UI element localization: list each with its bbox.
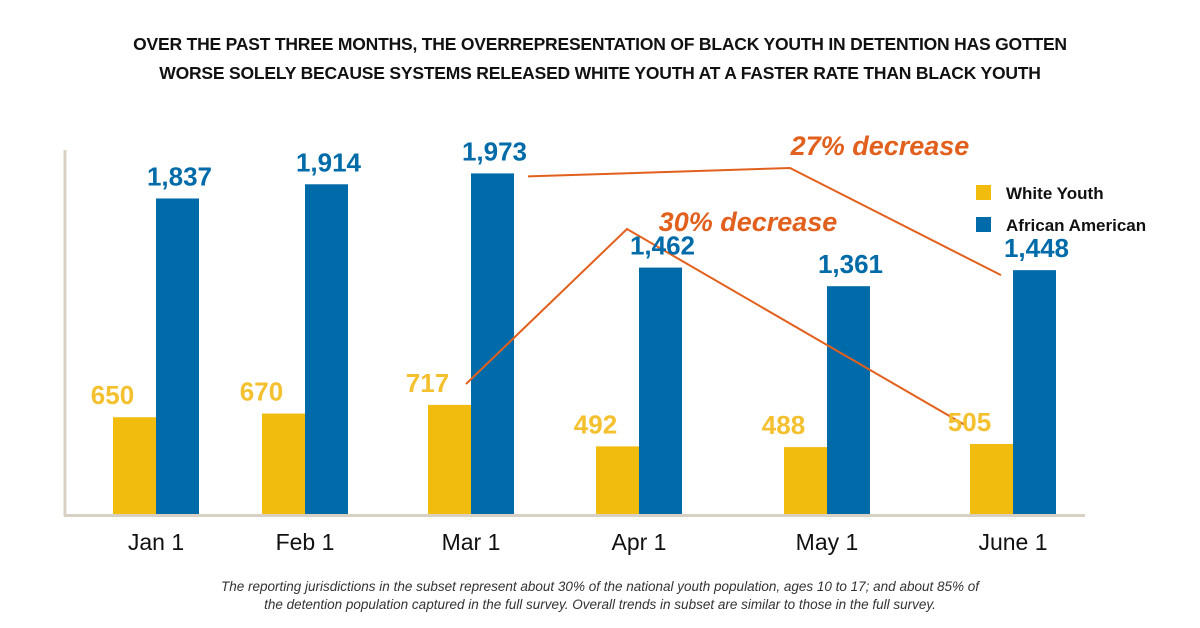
value-labels: 650 1,837 670 1,914 717 1,973 492 1,462 488 1,361… — [91, 136, 1069, 440]
chart-title: OVER THE PAST THREE MONTHS, THE OVERREPR… — [0, 30, 1200, 88]
white-youth-bar-2 — [262, 413, 305, 514]
annotation-27-bracket-line — [527, 166, 1002, 277]
african-american-value-label-5: 1,361 — [818, 249, 883, 279]
white-youth-bar-6 — [970, 443, 1013, 514]
african-american-bar-5 — [827, 286, 870, 514]
annotation-27-label: 27% decrease — [790, 131, 970, 161]
x-tick-label-4: Apr 1 — [612, 529, 667, 555]
x-tick-label-2: Feb 1 — [276, 529, 335, 555]
x-tick-label-3: Mar 1 — [442, 529, 501, 555]
x-tick-label-5: May 1 — [796, 529, 859, 555]
white-youth-bar-1 — [113, 417, 156, 514]
white-youth-value-label-1: 650 — [91, 380, 134, 410]
axes — [63, 150, 1085, 517]
x-tick-labels: Jan 1 Feb 1 Mar 1 Apr 1 May 1 June 1 — [128, 529, 1048, 555]
legend-label-white-youth: White Youth — [1006, 184, 1104, 203]
white-youth-value-label-4: 492 — [574, 409, 617, 439]
african-american-bar-2 — [305, 184, 348, 514]
chart-title-line-1: OVER THE PAST THREE MONTHS, THE OVERREPR… — [133, 34, 1067, 54]
african-american-bar-1 — [156, 198, 199, 514]
annotations: 27% decrease 30% decrease — [465, 131, 1002, 426]
african-american-value-label-1: 1,837 — [147, 161, 212, 191]
x-tick-label-6: June 1 — [978, 529, 1047, 555]
white-youth-value-label-2: 670 — [240, 377, 283, 407]
annotation-30-label: 30% decrease — [659, 207, 838, 237]
african-american-bar-6 — [1013, 270, 1056, 514]
annotation-30-bracket-line — [465, 227, 966, 426]
african-american-value-label-4: 1,462 — [630, 231, 695, 261]
white-youth-bar-5 — [784, 447, 827, 514]
legend-swatch-white-youth — [976, 185, 991, 200]
white-youth-value-label-3: 717 — [406, 368, 449, 398]
legend-swatch-african-american — [976, 217, 991, 232]
legend-label-african-american: African American — [1006, 216, 1146, 235]
legend: White Youth African American — [976, 184, 1146, 235]
chart-title-line-2: WORSE SOLELY BECAUSE SYSTEMS RELEASED WH… — [159, 63, 1041, 83]
african-american-value-label-2: 1,914 — [296, 147, 362, 177]
footnote-line-2: the detention population captured in the… — [264, 597, 936, 612]
bars — [113, 173, 1056, 514]
african-american-value-label-6: 1,448 — [1004, 233, 1069, 263]
african-american-bar-4 — [639, 267, 682, 514]
x-tick-label-1: Jan 1 — [128, 529, 184, 555]
footnote: The reporting jurisdictions in the subse… — [0, 578, 1200, 614]
white-youth-bar-4 — [596, 446, 639, 514]
white-youth-bar-3 — [428, 404, 471, 514]
footnote-line-1: The reporting jurisdictions in the subse… — [220, 579, 980, 594]
white-youth-value-label-5: 488 — [762, 410, 805, 440]
african-american-value-label-3: 1,973 — [462, 136, 527, 166]
white-youth-value-label-6: 505 — [948, 407, 991, 437]
